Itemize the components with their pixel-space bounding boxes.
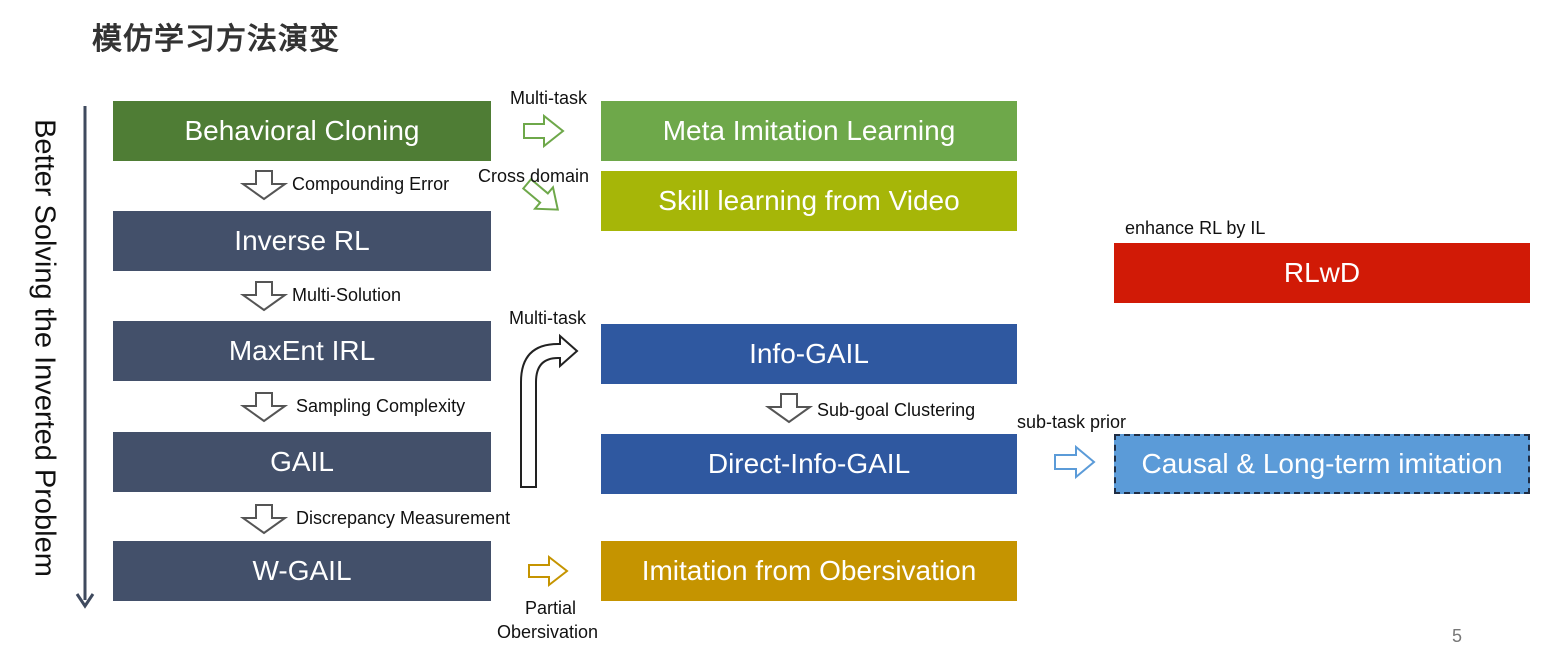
arrow-label-cross-domain: Cross domain [478, 166, 590, 186]
node-imitation-from-obersivation: Imitation from Obersivation [601, 541, 1017, 601]
transition-label: Multi-Solution [292, 285, 402, 305]
node-skill-learning-from-video: Skill learning from Video [601, 171, 1017, 231]
right-arrow-icon [1054, 444, 1096, 480]
node-meta-imitation-learning: Meta Imitation Learning [601, 101, 1017, 161]
transition-label: Discrepancy Measurement [296, 508, 511, 528]
page-title: 模仿学习方法演变 [92, 23, 340, 56]
arrow-label-partial: Partial [525, 598, 577, 618]
node-w-gail: W-GAIL [113, 541, 491, 601]
node-behavioral-cloning: Behavioral Cloning [113, 101, 491, 161]
node-rlwd: RLwD [1114, 243, 1530, 303]
down-arrow-icon [239, 504, 289, 535]
node-direct-info-gail: Direct-Info-GAIL [601, 434, 1017, 494]
down-arrow-icons [239, 170, 814, 535]
page-number: 5 [1452, 626, 1463, 646]
down-arrow-icon [764, 393, 814, 424]
bent-arrow-icon [520, 333, 579, 488]
arrow-label-multi-task: Multi-task [509, 308, 587, 328]
down-arrow-icon [239, 170, 289, 201]
long-down-arrow [75, 106, 95, 609]
label-enhance-rl: enhance RL by IL [1125, 218, 1266, 238]
diagonal-arrow-icon [521, 177, 560, 211]
node-info-gail: Info-GAIL [601, 324, 1017, 384]
node-gail: GAIL [113, 432, 491, 492]
right-arrow-icon [528, 554, 569, 588]
transition-label: Sub-goal Clustering [817, 400, 976, 420]
node-maxent-irl: MaxEnt IRL [113, 321, 491, 381]
node-causal-long-term-imitation: Causal & Long-term imitation [1114, 434, 1530, 494]
right-arrow-icon [523, 113, 565, 149]
node-inverse-rl: Inverse RL [113, 211, 491, 271]
transition-label: Sampling Complexity [296, 396, 466, 416]
arrow-label-obersivation: Obersivation [497, 622, 599, 642]
transition-label: Compounding Error [292, 174, 450, 194]
arrow-label-multi-task: Multi-task [510, 88, 588, 108]
down-arrow-icon [239, 392, 289, 423]
label-sub-task-prior: sub-task prior [1017, 412, 1127, 432]
down-arrow-icon [239, 281, 289, 312]
